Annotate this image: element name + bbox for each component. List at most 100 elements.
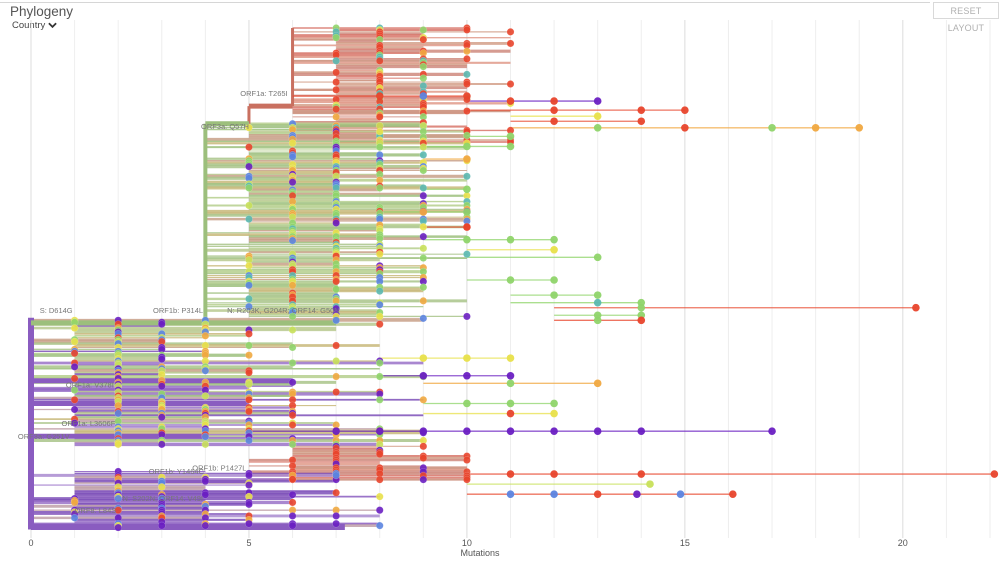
tree-node — [114, 523, 123, 532]
tree-node — [201, 490, 210, 499]
tree-node — [157, 521, 166, 530]
tree-node — [288, 440, 297, 449]
tree-node — [332, 372, 340, 381]
tree-node — [375, 320, 384, 329]
tree-node — [288, 326, 297, 334]
tree-node — [288, 421, 297, 429]
tree-node — [332, 357, 340, 365]
tree-node — [550, 106, 558, 114]
tree-node — [245, 184, 253, 192]
tree-node — [201, 440, 210, 449]
mutation-labels: S: D614G ORF1b: P314L N: R203K, G204R; ORF… — [18, 89, 340, 515]
x-tick-label: 5 — [246, 538, 251, 548]
tree-node — [463, 142, 471, 151]
header-divider — [0, 2, 930, 3]
tree-node — [375, 506, 384, 515]
tree-node — [375, 56, 384, 65]
tree-node — [637, 106, 646, 114]
tree-node — [288, 512, 297, 520]
mutation-label: ORF3a: G251V — [18, 432, 70, 441]
tree-node — [593, 298, 602, 307]
tree-node — [463, 399, 471, 408]
tree-node — [506, 235, 515, 244]
tree-node — [419, 166, 428, 175]
tree-node — [550, 245, 558, 254]
tree-node — [70, 374, 79, 383]
tree-node — [288, 343, 297, 352]
tree-node — [768, 427, 776, 436]
tree-node — [463, 155, 471, 163]
tree-node — [463, 235, 471, 244]
tree-node — [157, 355, 166, 363]
nodes — [70, 24, 999, 532]
tree-node — [593, 123, 602, 132]
tree-node — [419, 184, 428, 192]
tree-node — [375, 475, 384, 484]
tree-node — [637, 316, 646, 325]
tree-node — [245, 407, 253, 416]
tree-node — [419, 92, 428, 100]
reset-layout-button[interactable]: RESET LAYOUT — [933, 2, 999, 33]
tree-node — [332, 427, 340, 436]
tree-node — [912, 303, 920, 312]
tree-node — [332, 68, 340, 77]
tree-node — [550, 235, 558, 244]
tree-node — [114, 506, 123, 515]
tree-node — [550, 409, 558, 418]
mutation-label: ORF1b: P1427L — [192, 464, 246, 473]
tree-node — [463, 55, 471, 63]
tree-node — [419, 314, 428, 323]
tree-node — [245, 302, 253, 311]
tree-node — [990, 470, 999, 478]
tree-node — [463, 80, 471, 88]
tree-node — [288, 498, 297, 507]
tree-node — [506, 28, 515, 36]
tree-node — [463, 475, 471, 484]
tree-node — [288, 378, 297, 387]
tree-node — [637, 470, 646, 478]
tree-node — [506, 371, 515, 380]
tree-node — [463, 92, 471, 100]
tree-node — [729, 490, 737, 499]
tree-node — [419, 283, 428, 292]
tree-node — [463, 208, 471, 216]
color-by-label: Country — [12, 20, 46, 31]
tree-node — [70, 419, 79, 427]
x-tick-label: 0 — [28, 538, 33, 548]
tree-node — [550, 117, 558, 126]
tree-node — [463, 250, 471, 259]
tree-node — [419, 223, 428, 231]
tree-node — [419, 254, 428, 262]
tree-node — [506, 490, 515, 499]
tree-node — [419, 232, 428, 241]
tree-node — [245, 123, 253, 132]
tree-node — [201, 477, 210, 486]
panel-title: Phylogeny — [10, 4, 74, 19]
tree-node — [419, 208, 428, 216]
tree-node — [506, 39, 515, 48]
tree-node — [332, 113, 340, 121]
tree-node — [245, 162, 253, 171]
tree-node — [375, 250, 384, 259]
mutation-label: N: R203K, G204R; ORF14: G50N — [227, 306, 340, 315]
tree-node — [681, 106, 689, 114]
tree-node — [375, 359, 384, 367]
tree-node — [157, 320, 166, 329]
tree-node — [419, 427, 428, 436]
tree-node — [332, 388, 340, 396]
tree-node — [506, 354, 515, 362]
tree-node — [506, 379, 515, 388]
tree-node — [506, 97, 515, 105]
tree-node — [593, 316, 602, 325]
tree-node — [419, 74, 428, 83]
tree-node — [157, 382, 166, 391]
tree-node — [70, 498, 79, 507]
x-tick-label: 20 — [898, 538, 908, 548]
tree-node — [375, 521, 384, 530]
tree-node — [593, 291, 602, 299]
tree-node — [550, 399, 558, 408]
tree-node — [157, 440, 166, 449]
color-by-dropdown[interactable]: Country — [12, 20, 58, 31]
tree-node — [506, 142, 515, 151]
